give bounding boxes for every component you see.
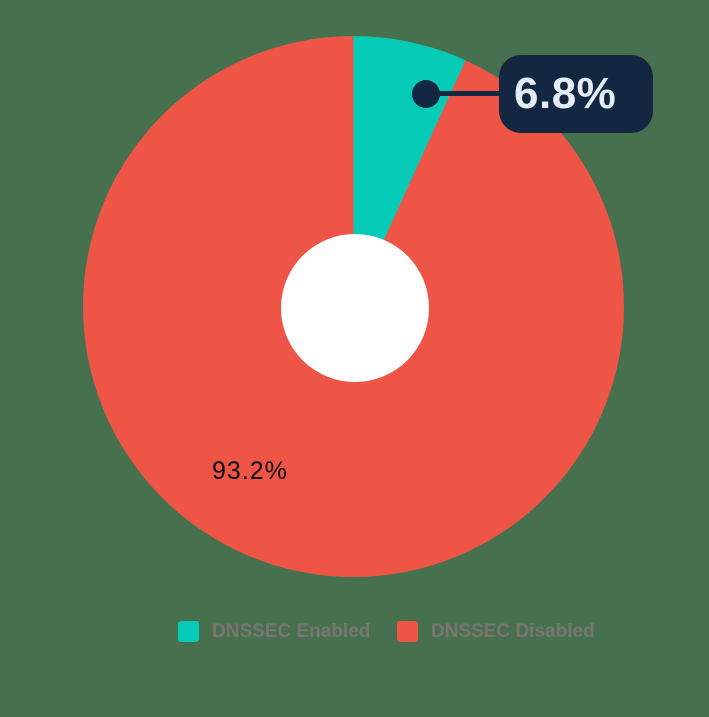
callout-label: 6.8%: [514, 69, 617, 118]
legend-swatch-enabled-icon: [178, 621, 199, 642]
legend-swatch-disabled-icon: [397, 621, 418, 642]
slice-label-disabled: 93.2%: [212, 457, 288, 485]
callout-connector-line: [426, 91, 500, 96]
callout-connector-dot: [412, 80, 440, 108]
legend-item-dnssec-disabled[interactable]: DNSSEC Disabled: [397, 621, 595, 642]
callout-box: 6.8%: [499, 55, 653, 133]
legend-label-enabled: DNSSEC Enabled: [212, 620, 371, 642]
legend-label-disabled: DNSSEC Disabled: [431, 620, 595, 642]
legend-item-dnssec-enabled[interactable]: DNSSEC Enabled: [178, 621, 370, 642]
donut-hole: [281, 234, 429, 382]
